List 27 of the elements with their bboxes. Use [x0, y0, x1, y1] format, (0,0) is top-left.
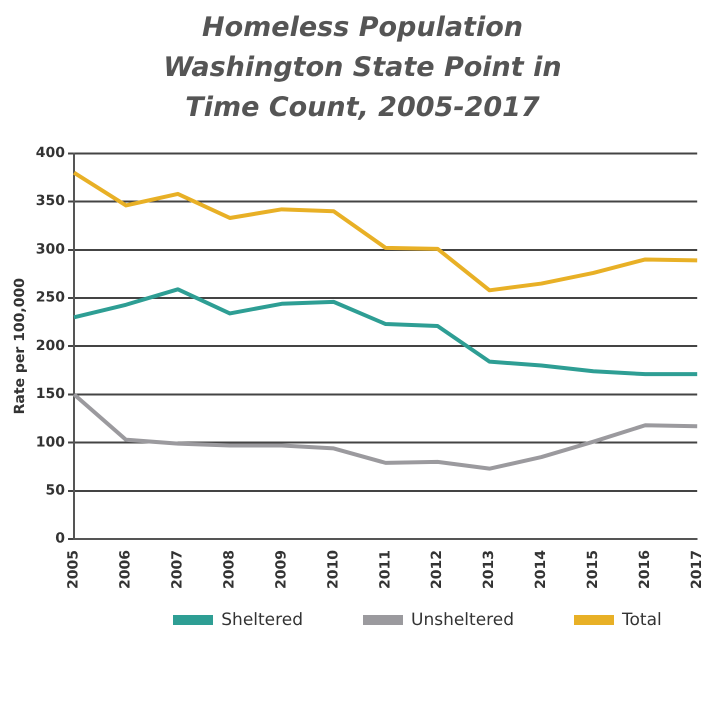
x-tick-label: 2008 — [221, 550, 238, 590]
y-tick-label: 250 — [36, 290, 66, 306]
y-axis-title: Rate per 100,000 — [12, 278, 28, 414]
x-tick-label: 2012 — [429, 550, 446, 590]
legend-label: Total — [622, 610, 662, 630]
x-tick-label: 2015 — [584, 550, 601, 590]
y-tick-label: 50 — [46, 482, 66, 498]
x-tick-label: 2010 — [325, 550, 342, 590]
y-tick-label: 300 — [36, 241, 66, 258]
x-tick-label: 2016 — [636, 550, 653, 590]
y-tick-label: 100 — [36, 434, 66, 450]
y-tick-label: 400 — [36, 145, 66, 162]
legend-label: Unsheltered — [411, 610, 514, 630]
legend-label: Sheltered — [221, 610, 303, 630]
x-tick-label: 2013 — [481, 550, 498, 590]
x-tick-label: 2009 — [273, 550, 290, 590]
y-tick-label: 350 — [36, 193, 66, 210]
x-tick-label: 2014 — [533, 550, 550, 590]
x-tick-label: 2017 — [688, 550, 705, 590]
x-tick-label: 2006 — [118, 550, 134, 590]
x-tick-label: 2007 — [170, 550, 186, 590]
y-tick-label: 150 — [36, 386, 66, 402]
chart-title: Homeless Population Washington State Point in Time Count, 2005-2017 — [162, 11, 562, 125]
y-tick-label: 0 — [55, 530, 66, 547]
y-tick-label: 200 — [36, 338, 66, 354]
x-tick-label: 2011 — [377, 550, 394, 590]
x-tick-label: 2005 — [66, 550, 82, 590]
